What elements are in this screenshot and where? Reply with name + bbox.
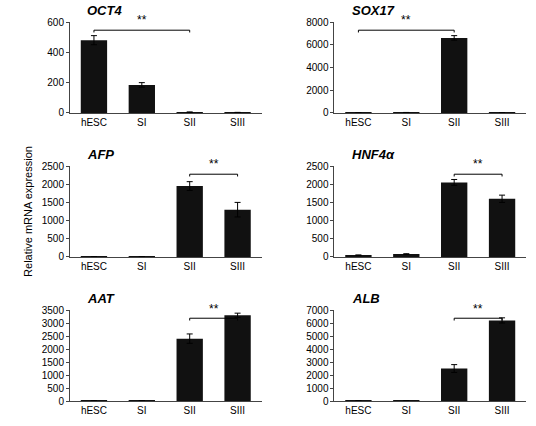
svg-text:0: 0 <box>58 107 64 118</box>
svg-text:6000: 6000 <box>306 318 329 329</box>
svg-text:500: 500 <box>47 383 64 394</box>
svg-text:**: ** <box>473 302 483 316</box>
svg-text:Relative mRNA expression: Relative mRNA expression <box>22 146 34 277</box>
svg-text:1000: 1000 <box>42 215 65 226</box>
svg-text:6000: 6000 <box>306 39 329 50</box>
svg-text:8000: 8000 <box>306 17 329 28</box>
svg-text:1000: 1000 <box>42 370 65 381</box>
svg-text:AFP: AFP <box>87 147 114 162</box>
svg-text:SIII: SIII <box>495 261 510 272</box>
svg-text:OCT4: OCT4 <box>87 3 122 18</box>
svg-text:ALB: ALB <box>352 291 380 306</box>
svg-text:2500: 2500 <box>42 161 65 172</box>
svg-text:SIII: SIII <box>495 117 510 128</box>
svg-text:SII: SII <box>448 261 460 272</box>
svg-text:SIII: SIII <box>495 405 510 416</box>
svg-text:SIII: SIII <box>230 261 245 272</box>
svg-text:2000: 2000 <box>42 344 65 355</box>
svg-text:hESC: hESC <box>345 117 371 128</box>
svg-text:2000: 2000 <box>306 85 329 96</box>
svg-text:SI: SI <box>402 261 411 272</box>
svg-text:200: 200 <box>47 77 64 88</box>
svg-text:0: 0 <box>58 396 64 407</box>
svg-text:2000: 2000 <box>306 370 329 381</box>
svg-text:SI: SI <box>137 261 146 272</box>
svg-text:**: ** <box>401 13 411 27</box>
svg-text:4000: 4000 <box>306 62 329 73</box>
svg-text:SI: SI <box>137 117 146 128</box>
svg-text:2000: 2000 <box>42 179 65 190</box>
svg-text:SII: SII <box>448 117 460 128</box>
svg-text:AAT: AAT <box>87 291 115 306</box>
svg-text:**: ** <box>209 302 219 316</box>
svg-text:7000: 7000 <box>306 305 329 316</box>
svg-text:2500: 2500 <box>42 331 65 342</box>
svg-text:HNF4α: HNF4α <box>352 147 395 162</box>
svg-text:600: 600 <box>47 17 64 28</box>
svg-text:SII: SII <box>184 261 196 272</box>
svg-text:2000: 2000 <box>306 179 329 190</box>
svg-text:1500: 1500 <box>42 197 65 208</box>
svg-text:1500: 1500 <box>306 197 329 208</box>
svg-text:**: ** <box>473 157 483 171</box>
svg-text:500: 500 <box>312 233 329 244</box>
svg-text:4000: 4000 <box>306 344 329 355</box>
svg-text:**: ** <box>137 13 147 27</box>
svg-text:3500: 3500 <box>42 305 65 316</box>
svg-text:SII: SII <box>184 117 196 128</box>
svg-text:5000: 5000 <box>306 331 329 342</box>
svg-text:SIII: SIII <box>230 405 245 416</box>
svg-text:SII: SII <box>184 405 196 416</box>
svg-text:1000: 1000 <box>306 383 329 394</box>
svg-text:0: 0 <box>323 251 329 262</box>
svg-text:1500: 1500 <box>42 357 65 368</box>
svg-text:hESC: hESC <box>81 261 107 272</box>
svg-text:3000: 3000 <box>306 357 329 368</box>
svg-text:hESC: hESC <box>81 117 107 128</box>
svg-text:0: 0 <box>323 107 329 118</box>
svg-text:SI: SI <box>402 405 411 416</box>
svg-text:hESC: hESC <box>345 405 371 416</box>
svg-text:3000: 3000 <box>42 318 65 329</box>
svg-text:SI: SI <box>402 117 411 128</box>
svg-text:SOX17: SOX17 <box>352 3 395 18</box>
svg-text:1000: 1000 <box>306 215 329 226</box>
svg-text:0: 0 <box>58 251 64 262</box>
svg-text:SI: SI <box>137 405 146 416</box>
svg-text:hESC: hESC <box>81 405 107 416</box>
svg-text:400: 400 <box>47 47 64 58</box>
svg-text:**: ** <box>209 157 219 171</box>
svg-text:hESC: hESC <box>345 261 371 272</box>
svg-text:2500: 2500 <box>306 161 329 172</box>
svg-text:0: 0 <box>323 396 329 407</box>
svg-text:SII: SII <box>448 405 460 416</box>
svg-text:SIII: SIII <box>230 117 245 128</box>
svg-text:500: 500 <box>47 233 64 244</box>
